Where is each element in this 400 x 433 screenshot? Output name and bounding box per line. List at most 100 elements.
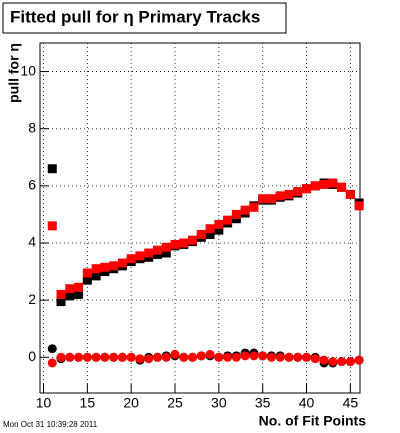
point	[135, 354, 145, 364]
point	[152, 245, 162, 255]
point	[100, 262, 110, 272]
point	[337, 182, 347, 192]
point	[302, 352, 312, 362]
y-tick-label: 8	[28, 119, 36, 135]
point	[319, 179, 329, 189]
point	[56, 352, 66, 362]
point	[319, 355, 329, 365]
x-tick-label: 20	[123, 395, 139, 411]
point	[65, 352, 75, 362]
y-tick-label: 10	[20, 62, 36, 78]
point	[47, 164, 57, 174]
title-box	[2, 2, 287, 34]
point	[91, 264, 101, 274]
point	[205, 224, 215, 234]
point	[65, 284, 75, 294]
footer: Mon Oct 31 10:39:28 2011	[3, 420, 98, 429]
point	[205, 229, 215, 239]
chart-title: Fitted pull for η Primary Tracks	[10, 7, 260, 26]
point	[47, 221, 57, 231]
point	[293, 352, 303, 362]
point	[144, 354, 154, 364]
point	[284, 352, 294, 362]
point	[65, 291, 75, 301]
y-tick-label: 4	[28, 234, 36, 250]
point	[179, 352, 189, 362]
point	[214, 219, 224, 229]
x-tick-label: 30	[211, 395, 227, 411]
point	[196, 229, 206, 239]
point	[47, 358, 57, 368]
point	[188, 352, 198, 362]
point	[293, 187, 303, 197]
point	[266, 194, 276, 204]
point	[109, 352, 119, 362]
point	[188, 235, 198, 245]
x-tick-label: 40	[299, 395, 315, 411]
point	[205, 349, 215, 359]
point	[100, 352, 110, 362]
point	[231, 209, 241, 219]
point	[126, 352, 136, 362]
point	[161, 242, 171, 252]
point	[249, 202, 259, 212]
point	[223, 352, 233, 362]
x-tick-label: 45	[343, 395, 359, 411]
point	[82, 268, 92, 278]
point	[223, 215, 233, 225]
point	[345, 357, 355, 367]
point	[126, 254, 136, 264]
point	[74, 282, 84, 292]
x-tick-label: 25	[167, 395, 183, 411]
point	[152, 352, 162, 362]
point	[144, 248, 154, 258]
plot-frame	[39, 42, 361, 394]
point	[240, 351, 250, 361]
point	[249, 351, 259, 361]
point	[258, 351, 268, 361]
point	[56, 289, 66, 299]
point	[354, 201, 364, 211]
point	[109, 261, 119, 271]
point	[91, 352, 101, 362]
y-tick-label: 6	[28, 177, 36, 193]
point	[117, 258, 127, 268]
x-tick-label: 15	[80, 395, 96, 411]
point	[74, 352, 84, 362]
point	[302, 184, 312, 194]
point	[82, 352, 92, 362]
x-tick-label: 10	[36, 395, 52, 411]
point	[135, 251, 145, 261]
y-tick-label: 2	[28, 291, 36, 307]
point	[214, 225, 224, 235]
point	[337, 357, 347, 367]
point	[170, 349, 180, 359]
point	[214, 352, 224, 362]
point	[328, 178, 338, 188]
point	[258, 194, 268, 204]
y-axis-label: pull for η	[6, 43, 22, 103]
point	[266, 352, 276, 362]
point	[161, 352, 171, 362]
point	[310, 354, 320, 364]
point	[47, 344, 57, 354]
point	[91, 271, 101, 281]
point	[328, 357, 338, 367]
point	[275, 352, 285, 362]
point	[231, 352, 241, 362]
point	[240, 205, 250, 215]
point	[310, 181, 320, 191]
x-axis-label: No. of Fit Points	[259, 413, 367, 429]
point	[74, 289, 84, 299]
point	[56, 297, 66, 307]
point	[161, 248, 171, 258]
point	[196, 351, 206, 361]
point	[275, 191, 285, 201]
x-tick-label: 35	[255, 395, 271, 411]
point	[170, 239, 180, 249]
y-tick-label: 0	[28, 348, 36, 364]
point	[82, 275, 92, 285]
point	[354, 355, 364, 365]
point	[117, 352, 127, 362]
